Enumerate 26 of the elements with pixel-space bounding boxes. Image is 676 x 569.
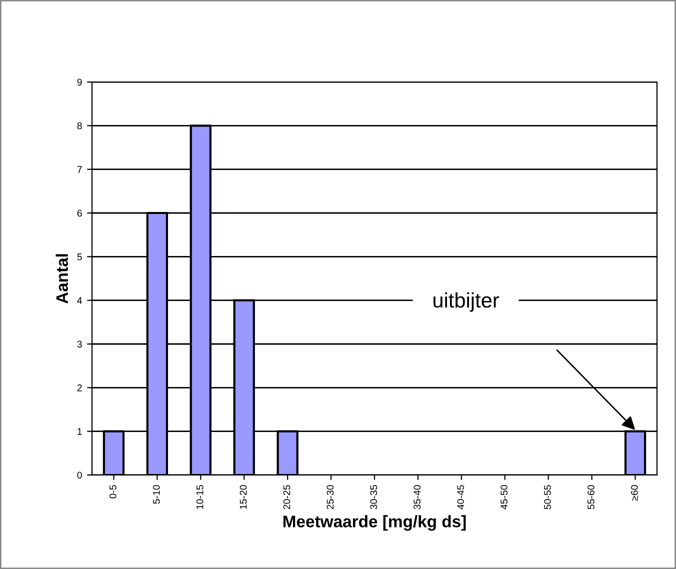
x-tick-label: 35-40 bbox=[414, 485, 421, 510]
y-tick-label: 9 bbox=[77, 78, 82, 86]
x-tick-label: 50-55 bbox=[544, 485, 551, 510]
x-axis-title: Meetwaarde [mg/kg ds] bbox=[283, 515, 466, 531]
y-tick-label: 0 bbox=[77, 472, 82, 479]
x-tick-label: 15-20 bbox=[240, 485, 247, 509]
y-axis-title: Aantal bbox=[56, 254, 68, 304]
x-tick-label: 55-60 bbox=[588, 485, 594, 510]
x-tick-label: 5-10 bbox=[152, 485, 160, 504]
y-tick-label: 1 bbox=[78, 428, 82, 435]
y-tick-label: 5 bbox=[77, 254, 82, 260]
x-tick-label: ≥60 bbox=[630, 485, 638, 501]
x-tick-label: 40-45 bbox=[457, 485, 464, 510]
y-tick-label: 8 bbox=[77, 122, 82, 130]
x-tick-label: 10-15 bbox=[196, 485, 204, 509]
x-tick-label: 20-25 bbox=[283, 485, 290, 510]
x-tick-label: 45-50 bbox=[500, 485, 508, 510]
y-tick-label: 4 bbox=[77, 297, 82, 304]
y-tick-label: 2 bbox=[77, 384, 82, 392]
y-tick-label: 6 bbox=[77, 210, 82, 217]
x-tick-label: 30-35 bbox=[370, 485, 378, 510]
y-tick-label: 3 bbox=[77, 340, 82, 348]
annotation: uitbijter bbox=[434, 292, 500, 312]
x-tick-label: 0-5 bbox=[109, 485, 116, 498]
y-tick-label: 7 bbox=[77, 166, 82, 173]
x-tick-label: 25-30 bbox=[326, 485, 334, 510]
